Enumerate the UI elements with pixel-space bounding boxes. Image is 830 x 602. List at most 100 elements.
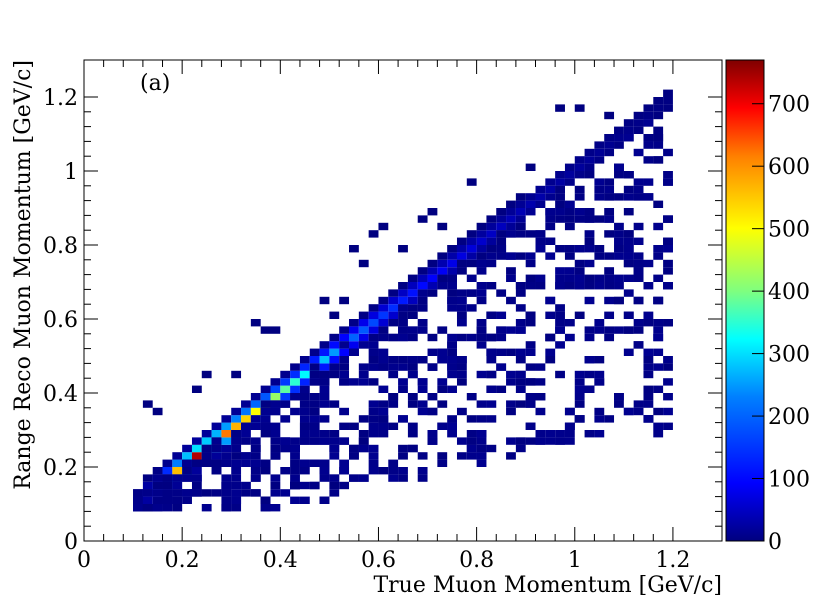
heatmap-cell — [172, 467, 183, 475]
heatmap-cell — [309, 356, 320, 364]
heatmap-cell — [260, 385, 271, 393]
heatmap-cell — [260, 459, 271, 467]
heatmap-cell — [231, 407, 242, 416]
heatmap-cell — [555, 200, 565, 208]
heatmap-cell — [535, 363, 546, 371]
heatmap-cell — [564, 215, 575, 223]
heatmap-cell — [653, 430, 664, 438]
heatmap-cell — [574, 311, 585, 319]
heatmap-cell — [319, 437, 330, 445]
x-tick-label: 1 — [568, 548, 582, 573]
heatmap-cell — [633, 407, 644, 416]
heatmap-cell — [535, 407, 546, 416]
heatmap-cell — [594, 215, 605, 223]
heatmap-cell — [574, 104, 585, 112]
heatmap-cell — [142, 496, 153, 504]
heatmap-cell — [191, 467, 202, 475]
heatmap-cell — [496, 237, 507, 245]
heatmap-cell — [663, 215, 673, 223]
heatmap-cell — [398, 444, 408, 453]
heatmap-cell — [653, 156, 664, 164]
heatmap-cell — [427, 282, 438, 290]
heatmap-cell — [643, 141, 654, 149]
heatmap-cell — [604, 296, 615, 305]
heatmap-cell — [398, 245, 408, 253]
heatmap-cell — [398, 296, 408, 305]
heatmap-cell — [506, 230, 516, 238]
heatmap-cell — [486, 415, 497, 423]
heatmap-cell — [614, 282, 624, 290]
heatmap-cell — [496, 245, 507, 253]
heatmap-cell — [564, 252, 575, 260]
heatmap-cell — [604, 311, 615, 319]
heatmap-cell — [221, 430, 232, 438]
heatmap-cell — [427, 267, 438, 275]
heatmap-cell — [437, 348, 448, 356]
heatmap-cell — [329, 452, 340, 460]
heatmap-cell — [221, 481, 232, 490]
heatmap-cell — [250, 437, 261, 445]
heatmap-cell — [349, 378, 359, 386]
heatmap-cell — [584, 148, 595, 157]
heatmap-cell — [515, 400, 526, 408]
heatmap-cell — [241, 452, 251, 460]
heatmap-cell — [614, 134, 624, 142]
heatmap-cell — [545, 178, 556, 186]
heatmap-cell — [231, 459, 242, 467]
heatmap-cell — [564, 208, 575, 216]
heatmap-cell — [623, 274, 634, 282]
heatmap-cell — [280, 444, 291, 453]
heatmap-cell — [535, 185, 546, 194]
heatmap-cell — [614, 326, 624, 334]
heatmap-cell — [663, 89, 673, 97]
heatmap-cell — [319, 467, 330, 475]
heatmap-cell — [633, 296, 644, 305]
heatmap-cell — [231, 444, 242, 453]
heatmap-cell — [456, 289, 467, 297]
heatmap-cell — [388, 289, 399, 297]
heatmap-cell — [515, 200, 526, 208]
heatmap-cell — [368, 422, 379, 430]
heatmap-cell — [378, 348, 389, 356]
heatmap-cell — [250, 444, 261, 453]
heatmap-cell — [535, 237, 546, 245]
heatmap-cell — [623, 126, 634, 134]
heatmap-cell — [309, 363, 320, 371]
heatmap-cell — [525, 400, 536, 408]
heatmap-cell — [368, 444, 379, 453]
heatmap-cell — [584, 237, 595, 245]
heatmap-cell — [594, 274, 605, 282]
heatmap-cell — [142, 504, 153, 512]
heatmap-cell — [653, 111, 664, 120]
heatmap-cell — [407, 333, 418, 342]
heatmap-cell — [574, 385, 585, 393]
heatmap-cell — [329, 400, 340, 408]
heatmap-cell — [417, 356, 428, 364]
heatmap-cell — [152, 481, 163, 490]
heatmap-cell — [437, 252, 448, 260]
heatmap-cell — [633, 274, 644, 282]
heatmap-cell — [535, 393, 546, 401]
heatmap-cell — [388, 370, 399, 379]
heatmap-cell — [191, 437, 202, 445]
heatmap-cell — [525, 341, 536, 349]
x-axis-title: True Muon Momentum [GeV/c] — [373, 573, 722, 598]
heatmap-cell — [594, 193, 605, 201]
heatmap-cell — [653, 407, 664, 416]
heatmap-cell — [555, 319, 565, 327]
heatmap-cell — [594, 282, 605, 290]
heatmap-cell — [417, 215, 428, 223]
heatmap-cell — [447, 415, 457, 423]
heatmap-cell — [584, 326, 595, 334]
heatmap-cell — [299, 393, 310, 401]
heatmap-cell — [241, 489, 251, 497]
heatmap-cell — [280, 370, 291, 379]
heatmap-cell — [594, 326, 605, 334]
heatmap-cell — [329, 356, 340, 364]
heatmap-cell — [663, 259, 673, 268]
heatmap-cell — [368, 415, 379, 423]
heatmap-cell — [349, 341, 359, 349]
heatmap-cell — [447, 422, 457, 430]
heatmap-cell — [280, 489, 291, 497]
heatmap-cell — [378, 333, 389, 342]
